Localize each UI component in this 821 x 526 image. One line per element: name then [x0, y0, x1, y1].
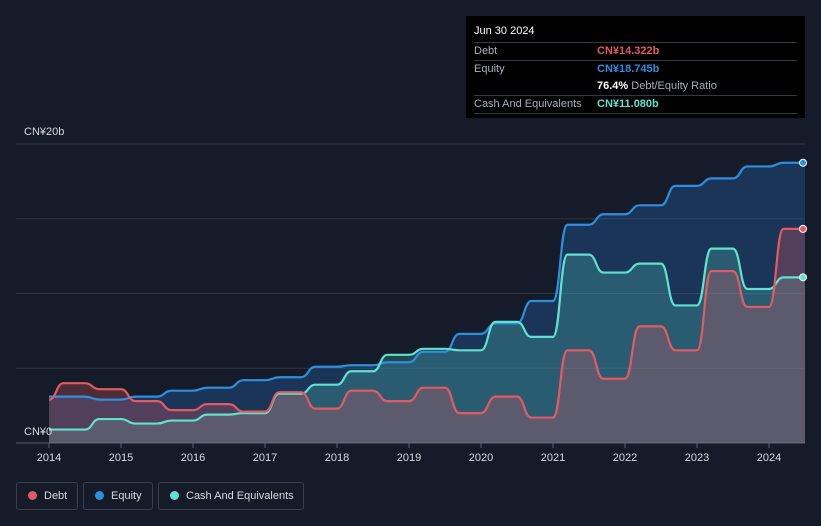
- gridlines: [16, 143, 805, 444]
- tooltip-ratio: 76.4% Debt/Equity Ratio: [597, 78, 717, 95]
- equity-area: [49, 162, 805, 443]
- cash-dot-icon: [170, 491, 179, 500]
- x-tick-label: 2016: [181, 452, 205, 464]
- legend-cash-label: Cash And Equivalents: [186, 490, 294, 502]
- series-end-dots: [799, 158, 807, 282]
- cash-area: [49, 248, 805, 443]
- x-axis-ticks: 2014 2015 2016 2017 2018 2019 2020 2021 2022 2023…: [37, 443, 781, 464]
- tooltip-date: Jun 30 2024: [474, 22, 797, 43]
- legend-item-debt[interactable]: Debt: [16, 482, 78, 510]
- x-tick-label: 2022: [613, 452, 637, 464]
- cash-end-dot: [799, 273, 807, 282]
- x-tick-label: 2024: [757, 452, 781, 464]
- y-label-max: CN¥20b: [24, 126, 64, 138]
- x-tick-label: 2023: [685, 452, 709, 464]
- legend-item-equity[interactable]: Equity: [83, 482, 153, 510]
- y-label-min: CN¥0: [24, 426, 52, 438]
- legend-debt-label: Debt: [44, 490, 68, 502]
- debt-line: [48, 227, 805, 419]
- x-tick-label: 2021: [541, 452, 565, 464]
- tooltip-ratio-label: Debt/Equity Ratio: [631, 80, 717, 92]
- debt-end-dot: [799, 224, 807, 233]
- x-tick-label: 2014: [37, 452, 61, 464]
- tooltip-ratio-value: 76.4%: [597, 80, 629, 92]
- series-lines: [48, 161, 805, 431]
- tooltip-equity-label: Equity: [474, 63, 505, 75]
- debt-dot-icon: [28, 491, 37, 500]
- tooltip-debt-value: CN¥14.322b: [597, 45, 660, 57]
- tooltip-debt-label: Debt: [474, 45, 498, 57]
- tooltip-row-equity: Equity CN¥18.745b: [474, 61, 797, 78]
- x-tick-label: 2019: [397, 452, 421, 464]
- tooltip-row-cash: Cash And Equivalents CN¥11.080b: [474, 96, 797, 114]
- tooltip-row-ratio: 76.4% Debt/Equity Ratio: [474, 78, 797, 96]
- x-tick-label: 2017: [253, 452, 277, 464]
- debt-area: [49, 228, 805, 443]
- x-tick-label: 2018: [325, 452, 349, 464]
- tooltip-cash-value: CN¥11.080b: [597, 98, 659, 110]
- equity-dot-icon: [95, 491, 104, 500]
- equity-end-dot: [799, 158, 807, 167]
- tooltip-equity-value: CN¥18.745b: [597, 63, 660, 75]
- tooltip-cash-label: Cash And Equivalents: [474, 98, 582, 110]
- legend-equity-label: Equity: [111, 490, 142, 502]
- tooltip-row-debt: Debt CN¥14.322b: [474, 43, 797, 61]
- series-areas: [49, 162, 805, 443]
- tooltip-panel: Jun 30 2024 Debt CN¥14.322b Equity CN¥18…: [466, 16, 805, 118]
- legend-item-cash[interactable]: Cash And Equivalents: [158, 482, 304, 510]
- equity-line: [49, 161, 805, 401]
- cash-line: [48, 247, 805, 431]
- x-tick-label: 2020: [469, 452, 493, 464]
- x-tick-label: 2015: [109, 452, 133, 464]
- y-axis-labels: CN¥20b CN¥0: [24, 126, 64, 438]
